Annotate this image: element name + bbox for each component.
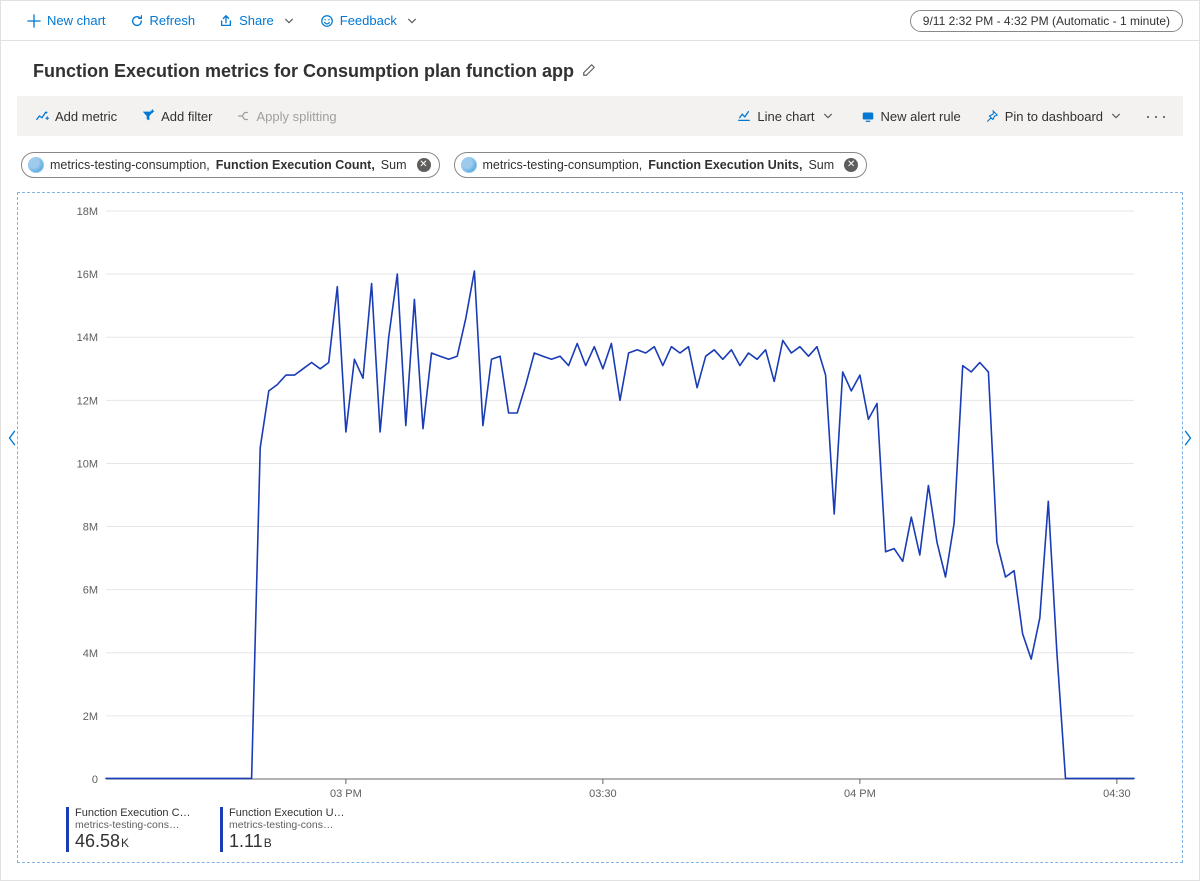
svg-text:0: 0 (92, 774, 98, 786)
legend-item[interactable]: Function Execution C…metrics-testing-con… (66, 807, 196, 852)
svg-text:04:30: 04:30 (1103, 788, 1131, 800)
new-alert-rule-label: New alert rule (881, 109, 961, 124)
nav-next-button[interactable] (1181, 421, 1195, 461)
legend-title: Function Execution U… (229, 807, 345, 819)
smiley-icon (320, 14, 334, 28)
alert-icon (861, 109, 875, 123)
title-row: Function Execution metrics for Consumpti… (17, 57, 1183, 96)
new-chart-label: New chart (47, 13, 106, 28)
chevron-right-icon (1183, 429, 1193, 447)
chevron-left-icon (7, 429, 17, 447)
legend-color-bar (66, 807, 69, 852)
top-toolbar: New chart Refresh Share Feedback 9/11 2:… (1, 1, 1199, 41)
pin-icon (985, 109, 999, 123)
add-metric-label: Add metric (55, 109, 117, 124)
chart-frame: 0 2M 4M 6M 8M 10M 12M 14M 16M 18M 03 PM 03:30 04 PM 0… (17, 192, 1183, 863)
feedback-label: Feedback (340, 13, 397, 28)
pill-metric: Function Execution Count, (216, 158, 375, 172)
svg-text:4M: 4M (83, 648, 98, 660)
svg-text:03 PM: 03 PM (330, 788, 362, 800)
svg-text:6M: 6M (83, 585, 98, 597)
feedback-button[interactable]: Feedback (310, 9, 429, 32)
add-metric-icon (35, 109, 49, 123)
resource-icon (461, 157, 477, 173)
resource-icon (28, 157, 44, 173)
refresh-label: Refresh (150, 13, 196, 28)
chevron-down-icon (823, 109, 837, 123)
svg-text:8M: 8M (83, 522, 98, 534)
pin-to-dashboard-button[interactable]: Pin to dashboard (975, 103, 1135, 130)
new-alert-rule-button[interactable]: New alert rule (851, 103, 971, 130)
edit-title-button[interactable] (582, 63, 596, 80)
remove-pill-button[interactable]: ✕ (844, 158, 858, 172)
split-icon (236, 109, 250, 123)
share-icon (219, 14, 233, 28)
time-range-label: 9/11 2:32 PM - 4:32 PM (Automatic - 1 mi… (923, 14, 1170, 28)
line-chart-icon (737, 109, 751, 123)
time-range-selector[interactable]: 9/11 2:32 PM - 4:32 PM (Automatic - 1 mi… (910, 10, 1183, 32)
pin-to-dashboard-label: Pin to dashboard (1005, 109, 1103, 124)
legend-text: Function Execution U…metrics-testing-con… (229, 807, 345, 852)
chevron-down-icon (1111, 109, 1125, 123)
legend-title: Function Execution C… (75, 807, 191, 819)
add-metric-button[interactable]: Add metric (25, 103, 127, 130)
filter-icon (141, 109, 155, 123)
legend-item[interactable]: Function Execution U…metrics-testing-con… (220, 807, 350, 852)
pencil-icon (582, 63, 596, 77)
svg-text:03:30: 03:30 (589, 788, 617, 800)
svg-text:10M: 10M (77, 458, 98, 470)
remove-pill-button[interactable]: ✕ (417, 158, 431, 172)
svg-text:18M: 18M (77, 206, 98, 218)
svg-text:12M: 12M (77, 395, 98, 407)
chart-toolbar: Add metric Add filter Apply splitting Li… (17, 96, 1183, 136)
chart-type-label: Line chart (757, 109, 814, 124)
legend-row: Function Execution C…metrics-testing-con… (28, 801, 1172, 856)
legend-subtitle: metrics-testing-cons… (75, 819, 191, 831)
svg-text:2M: 2M (83, 711, 98, 723)
ellipsis-icon: ··· (1145, 106, 1169, 126)
new-chart-button[interactable]: New chart (17, 9, 116, 32)
pill-agg: Sum (808, 158, 834, 172)
pill-resource: metrics-testing-consumption, (50, 158, 210, 172)
chart-area[interactable]: 0 2M 4M 6M 8M 10M 12M 14M 16M 18M 03 PM 03:30 04 PM 0… (28, 201, 1172, 801)
legend-value: 46.58K (75, 831, 191, 852)
metric-pill[interactable]: metrics-testing-consumption, Function Ex… (454, 152, 868, 178)
metric-pill-row: metrics-testing-consumption, Function Ex… (17, 136, 1183, 188)
svg-text:04 PM: 04 PM (844, 788, 876, 800)
share-label: Share (239, 13, 274, 28)
apply-splitting-label: Apply splitting (256, 109, 336, 124)
legend-value: 1.11B (229, 831, 345, 852)
legend-text: Function Execution C…metrics-testing-con… (75, 807, 191, 852)
pill-metric: Function Execution Units, (648, 158, 802, 172)
add-filter-button[interactable]: Add filter (131, 103, 222, 130)
plus-icon (27, 14, 41, 28)
pill-resource: metrics-testing-consumption, (483, 158, 643, 172)
legend-color-bar (220, 807, 223, 852)
refresh-icon (130, 14, 144, 28)
content-area: Function Execution metrics for Consumpti… (1, 41, 1199, 863)
page-title: Function Execution metrics for Consumpti… (33, 61, 574, 82)
chevron-down-icon (405, 14, 419, 28)
pill-agg: Sum (381, 158, 407, 172)
share-button[interactable]: Share (209, 9, 306, 32)
svg-text:14M: 14M (77, 332, 98, 344)
svg-text:16M: 16M (77, 269, 98, 281)
apply-splitting-button: Apply splitting (226, 103, 346, 130)
chart-type-button[interactable]: Line chart (727, 103, 846, 130)
legend-subtitle: metrics-testing-cons… (229, 819, 345, 831)
metric-pill[interactable]: metrics-testing-consumption, Function Ex… (21, 152, 440, 178)
refresh-button[interactable]: Refresh (120, 9, 206, 32)
more-button[interactable]: ··· (1139, 106, 1175, 127)
add-filter-label: Add filter (161, 109, 212, 124)
chevron-down-icon (282, 14, 296, 28)
line-chart: 0 2M 4M 6M 8M 10M 12M 14M 16M 18M 03 PM 03:30 04 PM 0… (28, 201, 1172, 801)
nav-prev-button[interactable] (5, 421, 19, 461)
